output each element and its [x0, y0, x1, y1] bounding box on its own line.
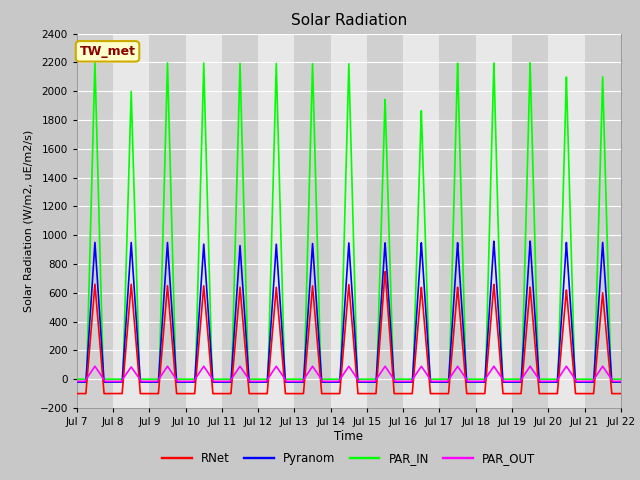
Bar [584, 34, 621, 408]
PAR_IN [184, 376, 191, 382]
Pyranom [615, 379, 623, 385]
PAR_IN [189, 376, 197, 382]
PAR_OUT [276, 370, 284, 375]
Line: PAR_IN: PAR_IN [77, 62, 621, 379]
PAR_OUT [189, 378, 197, 384]
Line: PAR_OUT: PAR_OUT [77, 366, 621, 381]
Bar [77, 34, 113, 408]
PAR_IN [424, 317, 431, 323]
Bar [440, 34, 476, 408]
Line: Pyranom: Pyranom [77, 241, 621, 382]
Pyranom [184, 379, 191, 385]
Pyranom [189, 379, 197, 385]
PAR_IN [276, 220, 284, 226]
Bar [186, 34, 222, 408]
Bar [403, 34, 440, 408]
RNet [276, 333, 284, 339]
Pyranom [501, 379, 509, 385]
Bar [294, 34, 331, 408]
Y-axis label: Solar Radiation (W/m2, uE/m2/s): Solar Radiation (W/m2, uE/m2/s) [24, 130, 34, 312]
Bar [331, 34, 367, 408]
PAR_OUT [184, 378, 191, 384]
Line: RNet: RNet [77, 272, 621, 394]
RNet [424, 360, 431, 366]
RNet [501, 391, 509, 396]
Text: TW_met: TW_met [79, 45, 136, 58]
RNet [381, 269, 389, 275]
Pyranom [526, 238, 534, 244]
X-axis label: Time: Time [334, 430, 364, 443]
Bar [512, 34, 548, 408]
RNet [189, 391, 197, 396]
PAR_OUT [424, 373, 431, 379]
Legend: RNet, Pyranom, PAR_IN, PAR_OUT: RNet, Pyranom, PAR_IN, PAR_OUT [157, 447, 540, 469]
Bar [258, 34, 294, 408]
Bar [476, 34, 512, 408]
Bar [548, 34, 584, 408]
PAR_IN [73, 376, 81, 382]
RNet [184, 391, 191, 396]
RNet [73, 391, 81, 396]
PAR_IN [501, 376, 509, 382]
PAR_OUT [615, 378, 623, 384]
Bar [113, 34, 149, 408]
PAR_OUT [617, 378, 625, 384]
Title: Solar Radiation: Solar Radiation [291, 13, 407, 28]
RNet [615, 391, 623, 396]
Bar [222, 34, 258, 408]
RNet [617, 391, 625, 396]
PAR_OUT [73, 378, 81, 384]
PAR_IN [91, 60, 99, 65]
Pyranom [617, 379, 625, 385]
PAR_IN [617, 376, 625, 382]
PAR_OUT [501, 378, 509, 384]
Bar [149, 34, 186, 408]
Pyranom [73, 379, 81, 385]
Pyranom [276, 304, 284, 310]
PAR_IN [615, 376, 623, 382]
Bar [367, 34, 403, 408]
Pyranom [424, 338, 431, 344]
PAR_OUT [599, 363, 607, 369]
